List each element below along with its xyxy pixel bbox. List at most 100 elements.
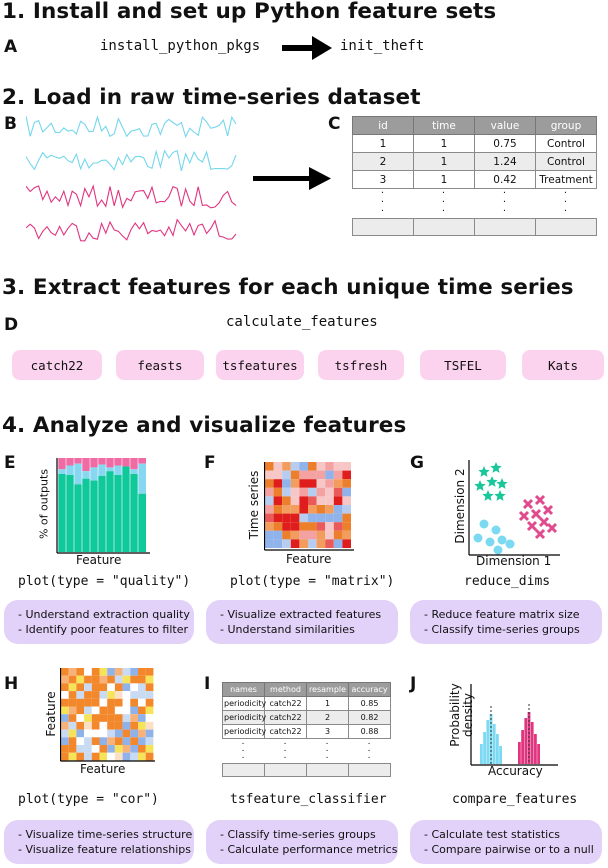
cor-cell bbox=[61, 721, 69, 730]
matrix-cell bbox=[299, 513, 308, 523]
circle-point bbox=[505, 539, 515, 549]
plot-quality-call: plot(type = "quality") bbox=[18, 574, 191, 589]
cor-notes: - Visualize time-series structure - Visu… bbox=[4, 820, 194, 864]
cor-cell bbox=[138, 745, 146, 753]
time-series-line bbox=[26, 218, 237, 242]
quality-bar-segment bbox=[138, 493, 146, 552]
ellipsis-dot: . bbox=[502, 203, 507, 214]
table-header: resample bbox=[306, 682, 349, 697]
quality-bar-segment bbox=[58, 458, 66, 470]
cor-cell bbox=[61, 675, 69, 684]
matrix-cell bbox=[299, 496, 308, 505]
cor-cell bbox=[107, 729, 115, 738]
cor-cell bbox=[107, 737, 115, 745]
cor-cell bbox=[68, 721, 77, 730]
matrix-cell bbox=[308, 539, 317, 548]
circle-point bbox=[485, 537, 495, 547]
matrix-cell bbox=[308, 462, 317, 471]
cor-cell bbox=[68, 745, 77, 753]
cor-cell bbox=[99, 675, 108, 684]
tsfeature-classifier-call: tsfeature_classifier bbox=[230, 792, 387, 807]
feature-set-kats: Kats bbox=[522, 350, 604, 380]
cor-cell bbox=[122, 698, 131, 707]
quality-bar-segment bbox=[138, 463, 146, 494]
circle-point bbox=[473, 533, 483, 543]
quality-plot-x-axis-label: Feature bbox=[76, 553, 122, 567]
cor-cell bbox=[114, 668, 123, 676]
cor-cell bbox=[145, 668, 154, 676]
table-cell: 0.85 bbox=[348, 696, 391, 711]
matrix-cell bbox=[273, 513, 283, 523]
table-header: value bbox=[474, 116, 536, 135]
ellipsis-dot: . bbox=[283, 751, 287, 761]
y-label-line: Probability bbox=[448, 683, 462, 747]
cor-cell bbox=[130, 729, 138, 738]
panel-i-label: I bbox=[204, 674, 211, 694]
circle-point bbox=[479, 519, 489, 529]
cor-cell bbox=[114, 683, 123, 692]
note-line: - Visualize extracted features bbox=[220, 608, 382, 621]
matrix-cell bbox=[316, 487, 326, 497]
table-ellipsis: ... ... ... ... bbox=[352, 186, 596, 218]
cor-cell bbox=[114, 698, 123, 707]
quality-bar-segment bbox=[90, 467, 98, 481]
table-cell: catch22 bbox=[264, 696, 307, 711]
note-line: - Classify time-series groups bbox=[220, 828, 376, 841]
matrix-cell bbox=[273, 487, 283, 497]
table-header: method bbox=[264, 682, 307, 697]
histogram-bar bbox=[486, 720, 490, 764]
cor-cell bbox=[138, 706, 146, 715]
cor-cell bbox=[68, 698, 77, 707]
cor-cell bbox=[145, 675, 154, 684]
cor-cell bbox=[138, 752, 146, 761]
cor-cell bbox=[68, 737, 77, 745]
cor-cell bbox=[91, 752, 100, 761]
quality-bar-segment bbox=[106, 471, 114, 552]
classifier-notes: - Classify time-series groups - Calculat… bbox=[206, 820, 398, 864]
matrix-cell bbox=[316, 522, 326, 531]
cor-cell bbox=[138, 675, 146, 684]
cor-cell bbox=[84, 698, 92, 707]
histogram-bar bbox=[496, 734, 499, 764]
cor-cell bbox=[107, 675, 115, 684]
quality-bar-segment bbox=[82, 458, 90, 472]
table-header: id bbox=[352, 116, 414, 135]
star-point bbox=[494, 490, 506, 501]
ellipsis-dot: . bbox=[380, 194, 385, 205]
matrix-cell bbox=[290, 530, 300, 540]
cor-cell bbox=[91, 698, 100, 707]
histogram-bar bbox=[521, 730, 524, 764]
cor-cell bbox=[107, 668, 115, 676]
star-point bbox=[490, 462, 502, 473]
panel-d-label: D bbox=[4, 315, 19, 335]
cor-cell bbox=[138, 729, 146, 738]
cor-cell bbox=[114, 729, 123, 738]
table-header: accuracy bbox=[348, 682, 391, 697]
table-ellipsis: ... ... ... ... bbox=[222, 737, 390, 763]
cor-cell bbox=[84, 745, 92, 753]
cor-cell bbox=[107, 721, 115, 730]
cor-cell bbox=[114, 706, 123, 715]
matrix-cell bbox=[308, 513, 317, 523]
cor-cell bbox=[68, 668, 77, 676]
ellipsis-dot: . bbox=[241, 737, 245, 747]
cor-cell bbox=[99, 683, 108, 692]
cor-cell bbox=[130, 668, 138, 676]
cor-cell bbox=[122, 737, 131, 745]
cor-cell bbox=[91, 729, 100, 738]
cor-cell bbox=[99, 729, 108, 738]
matrix-cell bbox=[342, 513, 351, 523]
compare-features-call: compare_features bbox=[452, 792, 578, 807]
cor-cell bbox=[61, 752, 69, 761]
matrix-cell bbox=[325, 505, 334, 514]
table-header: names bbox=[222, 682, 265, 697]
quality-bar-segment bbox=[58, 469, 66, 474]
cor-cell bbox=[107, 691, 115, 699]
quality-bar-segment bbox=[98, 464, 106, 476]
quality-bar-segment bbox=[90, 458, 98, 468]
ellipsis-dot: . bbox=[380, 185, 385, 196]
cor-cell bbox=[84, 729, 92, 738]
histogram-bar bbox=[483, 732, 486, 764]
reduce-dims-x-axis-label: Dimension 1 bbox=[476, 554, 552, 568]
cor-cell bbox=[61, 737, 69, 745]
